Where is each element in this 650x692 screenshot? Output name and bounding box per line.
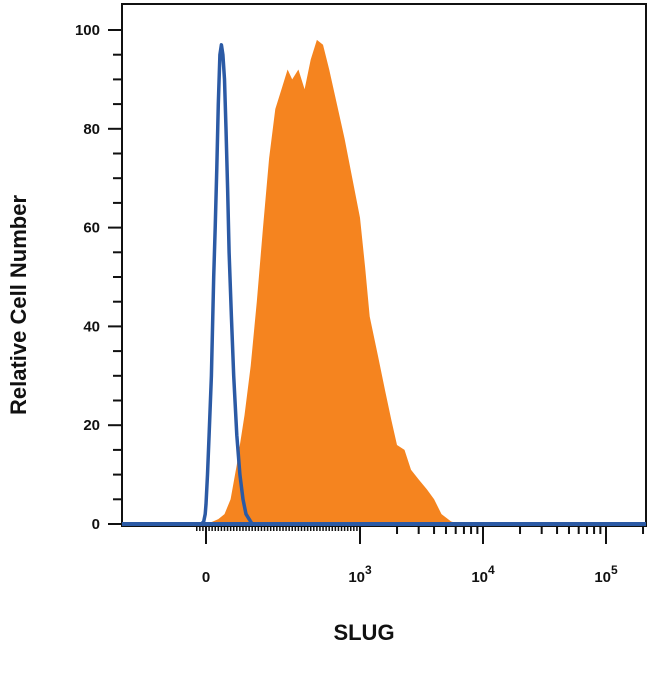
series-0-filled-area: [206, 39, 460, 525]
x-tick-exponent: 3: [365, 563, 372, 577]
x-tick-exponent: 4: [488, 563, 495, 577]
y-axis-title: Relative Cell Number: [6, 195, 31, 416]
y-tick-label: 20: [83, 417, 100, 434]
y-tick-label: 100: [75, 22, 100, 39]
x-tick-label: 105: [594, 563, 618, 586]
x-tick-label: 103: [348, 563, 372, 586]
y-tick-label: 40: [83, 318, 100, 335]
x-tick-base: 0: [202, 569, 210, 586]
x-tick-base: 10: [594, 569, 611, 586]
x-axis: 0 103 104 105: [196, 526, 645, 586]
x-axis-title: SLUG: [333, 620, 394, 645]
y-tick-label: 0: [92, 516, 100, 533]
series-layer: [122, 39, 646, 526]
x-tick-base: 10: [471, 569, 488, 586]
x-tick-exponent: 5: [611, 563, 618, 577]
series-1-outline: [200, 43, 254, 526]
x-tick-label: 104: [471, 563, 495, 586]
x-tick-base: 10: [348, 569, 365, 586]
y-tick-label: 60: [83, 220, 100, 237]
x-tick-label: 0: [202, 569, 210, 586]
y-tick-label: 80: [83, 121, 100, 138]
y-axis: 0 20 40 60 80 100: [75, 22, 122, 533]
